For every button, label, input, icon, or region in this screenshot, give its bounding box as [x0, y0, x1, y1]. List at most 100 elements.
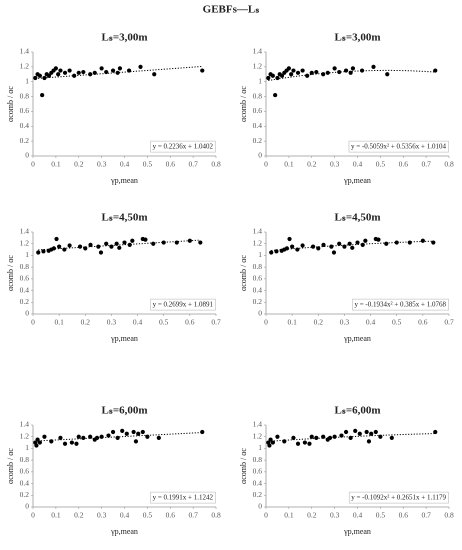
trendline-equation: y = 0.2236x + 1.0402 — [153, 143, 214, 151]
data-point — [378, 434, 383, 439]
data-point — [282, 439, 287, 444]
y-tick-label: 0.6 — [20, 467, 30, 476]
data-point — [122, 240, 127, 245]
data-point — [339, 433, 344, 438]
data-point — [363, 238, 368, 243]
chart-title: Lₛ=6,00m — [101, 405, 147, 417]
data-point — [42, 434, 47, 439]
data-point — [99, 434, 104, 439]
y-tick-label: 1 — [258, 250, 262, 259]
data-point — [394, 240, 399, 245]
y-axis-label: αcomb / αc — [6, 86, 15, 122]
data-point — [130, 238, 135, 243]
data-point — [314, 69, 319, 75]
data-point — [376, 237, 381, 242]
data-point — [88, 434, 93, 439]
data-point — [287, 236, 292, 242]
data-point — [350, 245, 355, 250]
y-tick-label: 0.8 — [20, 91, 30, 100]
x-tick-label: 0.8 — [444, 160, 454, 169]
y-tick-label: 0.6 — [253, 106, 263, 115]
data-point — [92, 70, 97, 75]
data-point — [305, 73, 310, 78]
x-axis-label: γp,mean — [343, 176, 371, 185]
y-tick-label: 0.8 — [253, 262, 263, 271]
y-tick-label: 1 — [25, 443, 29, 452]
data-point — [81, 69, 86, 75]
data-point — [291, 68, 296, 73]
y-tick-label: 0.6 — [253, 274, 263, 283]
data-point — [270, 73, 275, 78]
y-axis-label: αcomb / αc — [239, 448, 248, 484]
x-tick-label: 0.7 — [188, 160, 198, 169]
x-tick-label: 0.5 — [143, 511, 153, 520]
y-tick-label: 1 — [258, 76, 262, 85]
data-point — [366, 439, 372, 444]
data-point — [353, 428, 358, 433]
data-point — [357, 431, 362, 436]
data-point — [77, 244, 83, 249]
data-point — [431, 240, 436, 245]
data-point — [295, 247, 300, 252]
x-tick-label: 0.7 — [211, 318, 221, 327]
x-tick-label: 0.5 — [159, 318, 169, 327]
data-point — [152, 72, 157, 77]
y-tick-label: 1.4 — [253, 420, 263, 429]
x-tick-label: 0.4 — [120, 160, 130, 169]
x-axis-label: γp,mean — [110, 527, 138, 536]
equation-box — [150, 298, 216, 311]
data-point — [156, 435, 161, 440]
chart-title: Lₛ=4,50m — [334, 212, 380, 224]
data-point — [37, 440, 42, 445]
data-point — [56, 72, 61, 77]
y-tick-label: 1.4 — [253, 47, 263, 56]
data-point — [76, 434, 81, 439]
data-point — [267, 443, 272, 448]
data-point — [67, 68, 72, 73]
data-point — [46, 73, 52, 78]
x-tick-label: 0.6 — [166, 511, 176, 520]
x-tick-label: 0.1 — [287, 318, 297, 327]
data-point — [81, 435, 86, 440]
data-point — [58, 435, 63, 440]
x-tick-label: 0.6 — [399, 511, 409, 520]
x-tick-label: 0.7 — [421, 511, 431, 520]
chart-title: Lₛ=3,00m — [334, 32, 380, 44]
x-tick-label: 0 — [264, 511, 268, 520]
data-point — [373, 429, 378, 435]
y-tick-label: 0 — [258, 151, 262, 160]
data-point — [88, 242, 93, 247]
data-point — [131, 429, 136, 435]
data-point — [289, 72, 294, 77]
data-point — [343, 68, 349, 73]
data-point — [309, 434, 314, 439]
data-point — [94, 435, 100, 440]
data-point — [274, 249, 279, 254]
trendline — [271, 240, 434, 251]
data-point — [332, 66, 337, 71]
data-point — [37, 73, 42, 78]
data-point — [348, 435, 353, 440]
x-tick-label: 0.8 — [211, 160, 221, 169]
data-point — [117, 66, 123, 71]
equation-box — [348, 140, 449, 153]
x-tick-label: 0 — [31, 511, 35, 520]
data-point — [53, 66, 58, 71]
y-tick-label: 0.2 — [253, 490, 263, 499]
data-point — [343, 429, 349, 435]
x-tick-label: 0.2 — [74, 511, 84, 520]
data-point — [161, 240, 166, 245]
data-point — [110, 68, 116, 73]
data-point — [145, 434, 150, 439]
data-point — [355, 240, 360, 245]
data-point — [371, 64, 376, 69]
y-tick-label: 0 — [258, 502, 262, 511]
chart-title: Lₛ=6,00m — [334, 405, 380, 417]
data-point — [62, 247, 67, 252]
data-point — [275, 75, 280, 81]
y-tick-label: 0.4 — [253, 285, 263, 294]
data-point — [72, 73, 77, 78]
y-tick-label: 0 — [25, 151, 29, 160]
data-point — [321, 72, 326, 77]
x-tick-label: 0.1 — [51, 511, 61, 520]
